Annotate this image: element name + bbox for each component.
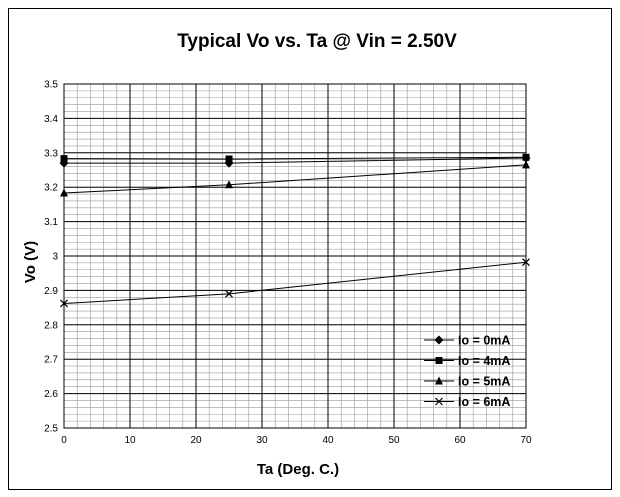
series-2-point (60, 155, 68, 163)
series-3-point (60, 188, 68, 197)
legend-label-2: Io = 4mA (458, 354, 510, 368)
legend-marker-3 (435, 376, 443, 385)
y-tick-label: 2.7 (44, 355, 58, 366)
series-3-point (522, 160, 530, 169)
series-3-point (225, 180, 233, 189)
x-tick-label: 70 (520, 435, 532, 446)
series-4-point (522, 258, 530, 267)
series (59, 153, 531, 308)
x-tick-label: 30 (256, 435, 268, 446)
y-tick-label: 3.2 (44, 183, 58, 194)
y-tick-label: 3.1 (44, 217, 58, 228)
y-tick-label: 2.6 (44, 389, 58, 400)
y-tick-label: 3 (52, 252, 58, 263)
x-tick-label: 10 (124, 435, 136, 446)
legend-label-3: Io = 5mA (458, 375, 510, 389)
plot-area-border (63, 83, 527, 429)
x-tick-label: 0 (61, 435, 67, 446)
y-tick-label: 2.8 (44, 320, 58, 331)
series-2-point (522, 153, 530, 161)
series-4-point (225, 289, 233, 298)
y-tick-label: 2.5 (44, 424, 58, 435)
x-tick-label: 60 (454, 435, 466, 446)
y-tick-label: 3.5 (44, 80, 58, 91)
legend-marker-1 (434, 335, 444, 345)
legend-label-1: Io = 0mA (458, 334, 510, 348)
x-tick-label: 20 (190, 435, 202, 446)
x-tick-label: 50 (388, 435, 400, 446)
grid (63, 83, 527, 429)
y-tick-label: 3.3 (44, 148, 58, 159)
legend-marker-2 (435, 357, 443, 364)
y-tick-label: 3.4 (44, 114, 58, 125)
y-axis-label: Vo (V) (22, 241, 39, 283)
series-2-point (225, 155, 233, 163)
legend-marker-4 (435, 397, 443, 406)
legend-label-4: Io = 6mA (458, 395, 510, 409)
x-tick-label: 40 (322, 435, 334, 446)
y-tick-label: 2.9 (44, 286, 58, 297)
legend: Io = 0mA Io = 4mA Io = 5mA Io = 6mA (424, 334, 510, 409)
x-axis-label: Ta (Deg. C.) (257, 461, 339, 478)
series-4-point (60, 299, 68, 308)
chart-title: Typical Vo vs. Ta @ Vin = 2.50V (177, 31, 457, 52)
tick-labels: 0 10 20 30 40 50 60 70 2.5 2.6 2.7 2.8 2.9 3 3.1 3.2 3.3… (44, 80, 532, 447)
